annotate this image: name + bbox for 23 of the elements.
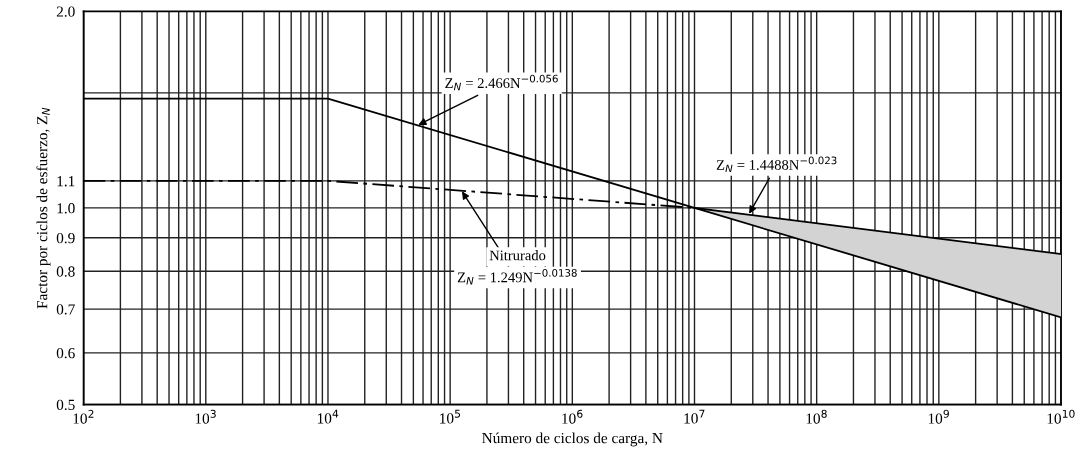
y-tick-label: 2.0 [56, 6, 75, 17]
y-tick-label: 0.9 [56, 232, 75, 244]
y-tick-label: 0.6 [56, 347, 75, 359]
x-tick-label: 10$^{7}$ [684, 409, 705, 424]
annotation: Z$_{N}$ = 1.249N$^{−0.0138}$ [457, 269, 577, 285]
y-axis-title: Factor por ciclos de esfuerzo, Z$_{N}$ [36, 107, 51, 309]
y-tick-label: 0.7 [56, 304, 75, 315]
x-tick-label: 10$^{5}$ [440, 409, 461, 424]
y-tick-label: 1.0 [57, 203, 75, 214]
annotation: Z$_{N}$ = 2.466N$^{−0.056}$ [445, 74, 558, 91]
x-tick-label: 10$^{10}$ [1047, 409, 1075, 424]
y-tick-label: 0.5 [56, 399, 75, 411]
x-axis-title: Número de ciclos de carga, N [482, 432, 663, 447]
x-tick-label: 10$^{6}$ [562, 409, 583, 424]
text: Nitrurado [489, 250, 546, 261]
x-tick-label: 10$^{4}$ [317, 409, 339, 424]
x-tick-label: 10$^{9}$ [928, 409, 949, 424]
y-tick-label: 0.8 [56, 266, 75, 277]
x-tick-label: 10$^{8}$ [806, 409, 827, 424]
x-tick-label: 10$^{3}$ [195, 409, 216, 424]
y-tick-label: 1.1 [57, 176, 75, 187]
annotation: Z$_{N}$ = 1.4488N$^{−0.023}$ [716, 156, 837, 173]
x-tick-label: 10$^{2}$ [73, 409, 94, 424]
